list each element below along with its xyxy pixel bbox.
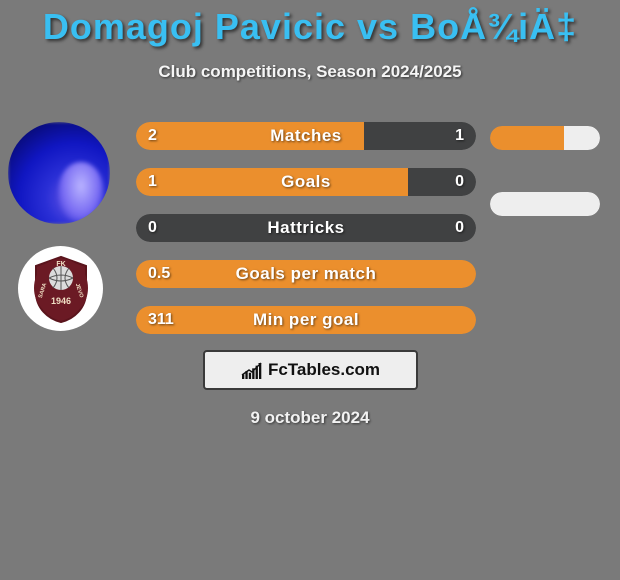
- stat-label: Hattricks: [136, 214, 476, 242]
- fctables-logo: FcTables.com: [203, 350, 418, 390]
- stat-row: 00Hattricks: [136, 214, 476, 242]
- subtitle: Club competitions, Season 2024/2025: [0, 62, 620, 82]
- stat-label: Goals per match: [136, 260, 476, 288]
- svg-text:FK: FK: [56, 261, 65, 268]
- club-crest-icon: FKSARAJEVO1946: [28, 254, 94, 324]
- title-player1: Domagoj Pavicic: [43, 6, 346, 47]
- h2h-pill: [490, 192, 600, 216]
- logo-text: FcTables.com: [268, 360, 380, 380]
- page-title: Domagoj Pavicic vs BoÅ¾iÄ‡: [0, 6, 620, 48]
- stat-row: 311Min per goal: [136, 306, 476, 334]
- stat-row: 21Matches: [136, 122, 476, 150]
- avatars-column: FKSARAJEVO1946: [8, 122, 120, 331]
- stat-label: Goals: [136, 168, 476, 196]
- h2h-pill: [490, 126, 600, 150]
- title-player2: BoÅ¾iÄ‡: [410, 6, 577, 47]
- svg-text:1946: 1946: [50, 296, 70, 306]
- stat-row: 0.5Goals per match: [136, 260, 476, 288]
- title-vs: vs: [357, 6, 399, 47]
- player2-avatar: FKSARAJEVO1946: [18, 246, 103, 331]
- stat-row: 10Goals: [136, 168, 476, 196]
- logo-chart-icon: [240, 361, 262, 379]
- stat-label: Min per goal: [136, 306, 476, 334]
- snapshot-date: 9 october 2024: [0, 408, 620, 428]
- player1-avatar: [8, 122, 110, 224]
- stat-label: Matches: [136, 122, 476, 150]
- stat-bars: 21Matches 10Goals 00Hattricks 0.5Goals per …: [136, 122, 476, 352]
